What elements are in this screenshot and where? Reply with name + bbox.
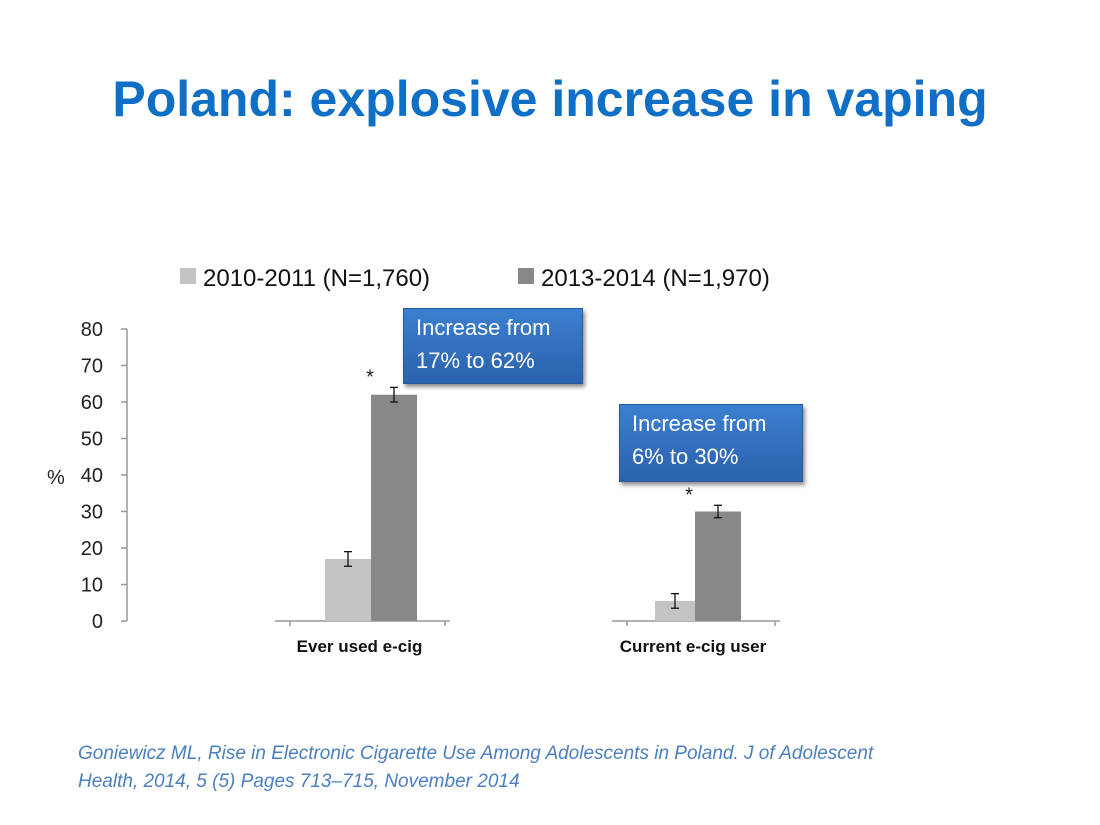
slide-title: Poland: explosive increase in vaping <box>112 71 988 127</box>
callout-line: Increase from <box>416 315 551 340</box>
y-axis-label: % <box>47 467 65 489</box>
significance-asterisk: * <box>366 366 374 388</box>
callout-line: Increase from <box>632 411 767 436</box>
bar <box>371 394 417 621</box>
y-tick-label: 80 <box>81 319 103 341</box>
bar <box>325 558 371 621</box>
callout-line: 6% to 30% <box>632 444 739 469</box>
bar <box>695 511 741 621</box>
y-tick-label: 60 <box>81 392 103 414</box>
legend-label: 2010-2011 (N=1,760) <box>203 265 430 292</box>
significance-asterisk: * <box>685 484 693 506</box>
y-tick-label: 10 <box>81 575 103 597</box>
y-tick-label: 0 <box>92 611 103 633</box>
legend-label: 2013-2014 (N=1,970) <box>541 265 770 292</box>
y-tick-label: 70 <box>81 356 103 378</box>
y-tick-label: 40 <box>81 465 103 487</box>
callout-ever-used: Increase from 17% to 62% <box>403 308 583 384</box>
citation: Goniewicz ML, Rise in Electronic Cigaret… <box>78 740 1038 796</box>
y-tick-label: 20 <box>81 538 103 560</box>
y-tick-label: 50 <box>81 429 103 451</box>
callout-current-user: Increase from 6% to 30% <box>619 404 803 482</box>
citation-line: Goniewicz ML, Rise in Electronic Cigaret… <box>78 743 874 764</box>
legend-swatch <box>518 268 534 284</box>
legend-swatch <box>180 268 196 284</box>
citation-line: Health, 2014, 5 (5) Pages 713–715, Novem… <box>78 771 520 792</box>
callout-line: 17% to 62% <box>416 348 535 373</box>
x-category-label: Ever used e-cig <box>297 637 423 656</box>
x-category-label: Current e-cig user <box>620 637 767 656</box>
y-tick-label: 30 <box>81 502 103 524</box>
bar <box>655 600 695 621</box>
